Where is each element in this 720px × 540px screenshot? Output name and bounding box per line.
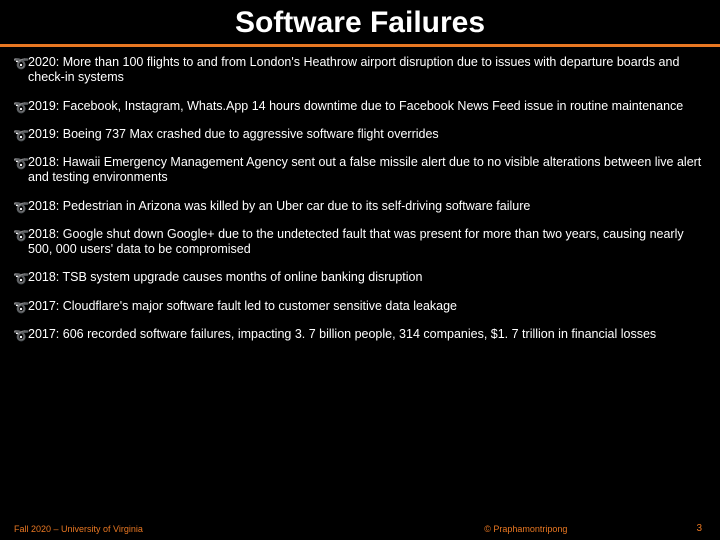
bullet-text: 2018: Hawaii Emergency Management Agency… xyxy=(28,155,701,184)
slide-number: 3 xyxy=(696,523,706,534)
bullet-text: 2018: TSB system upgrade causes months o… xyxy=(28,270,422,284)
bullet-text: 2020: More than 100 flights to and from … xyxy=(28,55,679,84)
bullet-item: ➰2018: Pedestrian in Arizona was killed … xyxy=(14,199,706,214)
bullet-icon: ➰ xyxy=(13,156,29,172)
bullet-item: ➰2018: TSB system upgrade causes months … xyxy=(14,270,706,285)
bullet-text: 2017: 606 recorded software failures, im… xyxy=(28,327,656,341)
bullet-item: ➰2019: Boeing 737 Max crashed due to agg… xyxy=(14,127,706,142)
bullet-icon: ➰ xyxy=(13,228,29,244)
bullet-icon: ➰ xyxy=(13,56,29,72)
bullet-item: ➰2019: Facebook, Instagram, Whats.App 14… xyxy=(14,99,706,114)
bullet-icon: ➰ xyxy=(13,328,29,344)
bullet-icon: ➰ xyxy=(13,100,29,116)
footer-left: Fall 2020 – University of Virginia xyxy=(14,524,355,534)
bullet-text: 2019: Boeing 737 Max crashed due to aggr… xyxy=(28,127,439,141)
bullet-item: ➰2020: More than 100 flights to and from… xyxy=(14,55,706,86)
bullet-icon: ➰ xyxy=(13,128,29,144)
bullet-text: 2019: Facebook, Instagram, Whats.App 14 … xyxy=(28,99,683,113)
bullet-item: ➰2017: Cloudflare's major software fault… xyxy=(14,299,706,314)
bullet-icon: ➰ xyxy=(13,300,29,316)
bullet-item: ➰2017: 606 recorded software failures, i… xyxy=(14,327,706,342)
bullet-item: ➰2018: Google shut down Google+ due to t… xyxy=(14,227,706,258)
footer: Fall 2020 – University of Virginia © Pra… xyxy=(0,523,720,534)
footer-center: © Praphamontripong xyxy=(355,524,696,534)
slide-title: Software Failures xyxy=(0,6,720,40)
bullet-text: 2017: Cloudflare's major software fault … xyxy=(28,299,457,313)
bullet-item: ➰2018: Hawaii Emergency Management Agenc… xyxy=(14,155,706,186)
bullet-icon: ➰ xyxy=(13,200,29,216)
content-area: ➰2020: More than 100 flights to and from… xyxy=(0,47,720,342)
bullet-text: 2018: Google shut down Google+ due to th… xyxy=(28,227,684,256)
bullet-icon: ➰ xyxy=(13,271,29,287)
bullet-text: 2018: Pedestrian in Arizona was killed b… xyxy=(28,199,530,213)
